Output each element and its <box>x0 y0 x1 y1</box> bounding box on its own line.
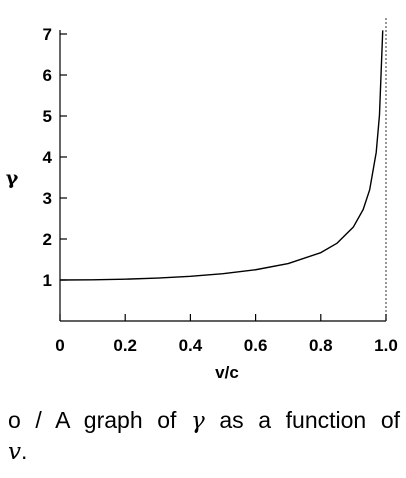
axes <box>59 18 387 322</box>
caption-var: v <box>8 439 21 465</box>
caption-end: . <box>21 438 28 464</box>
caption-middle: as a function of <box>219 407 401 433</box>
y-tick-label: 1 <box>43 271 52 290</box>
x-tick-label: 0 <box>55 336 64 355</box>
y-tick-label: 5 <box>43 107 52 126</box>
ticks: 1 2 3 4 5 6 7 0 0.2 0.4 0.6 0.8 1.0 <box>43 25 398 355</box>
x-tick-label: 0.2 <box>113 336 137 355</box>
y-tick-label: 7 <box>43 25 52 44</box>
y-axis-label: γ <box>6 167 19 189</box>
y-tick-label: 2 <box>43 230 52 249</box>
y-tick-label: 6 <box>43 66 52 85</box>
x-tick-label: 1.0 <box>374 336 398 355</box>
series <box>59 30 384 281</box>
figure-caption: o / A graph of γ as a function of <box>8 405 400 437</box>
y-tick-label: 3 <box>43 189 52 208</box>
caption-prefix: o / A graph of <box>8 407 177 433</box>
chart: 1 2 3 4 5 6 7 0 0.2 0.4 0.6 0.8 1.0 v/c γ <box>6 18 398 382</box>
y-tick-label: 4 <box>43 148 53 167</box>
caption-symbol: γ <box>191 408 205 434</box>
x-tick-label: 0.8 <box>309 336 333 355</box>
x-tick-label: 0.4 <box>179 336 203 355</box>
figure-caption-line2: v. <box>8 436 27 468</box>
gamma-curve <box>59 30 384 281</box>
x-axis-label: v/c <box>215 363 239 382</box>
x-tick-label: 0.6 <box>244 336 268 355</box>
